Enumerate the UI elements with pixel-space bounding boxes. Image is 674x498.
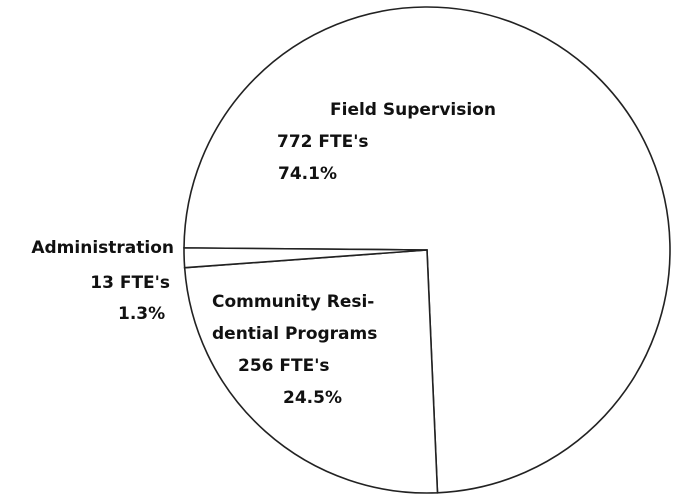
fte-label: 13 FTE's	[90, 273, 170, 293]
slice-label: Community Resi-	[212, 292, 374, 312]
percent-label: 74.1%	[278, 164, 337, 184]
fte-label: 256 FTE's	[238, 356, 330, 376]
slice-label: Field Supervision	[330, 100, 496, 120]
pie-slice	[183, 249, 439, 494]
slice-label: dential Programs	[212, 324, 377, 344]
percent-label: 24.5%	[283, 388, 342, 408]
slice-label: Administration	[31, 238, 174, 258]
percent-label: 1.3%	[118, 304, 165, 324]
pie-slice	[183, 247, 428, 269]
fte-label: 772 FTE's	[277, 132, 369, 152]
